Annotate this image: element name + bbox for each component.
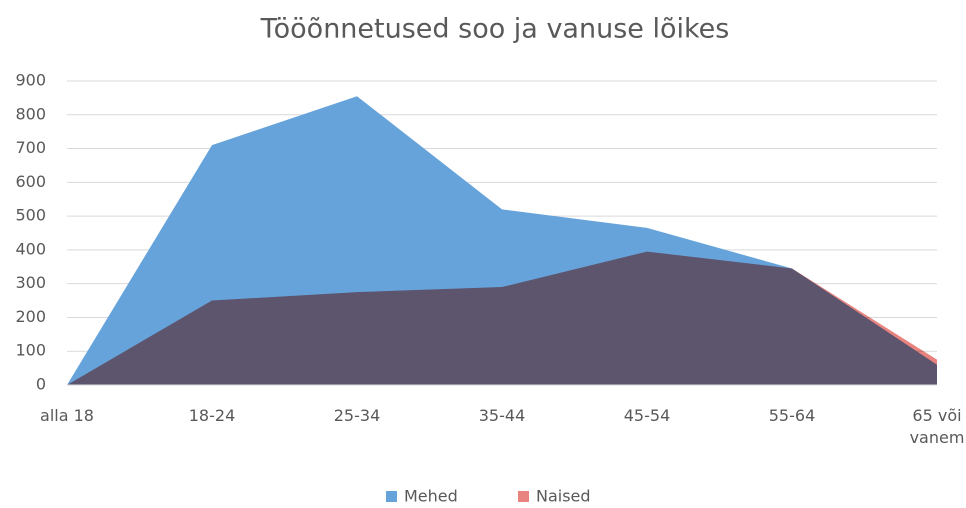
x-tick-label: 65 või vanem: [909, 406, 965, 447]
y-tick-label: 400: [15, 239, 46, 258]
x-tick-label: alla 18: [40, 406, 94, 425]
x-tick-label: 35-44: [478, 406, 526, 425]
y-tick-label: 0: [36, 375, 46, 394]
y-tick-label: 500: [15, 206, 46, 225]
y-tick-label: 300: [15, 273, 46, 292]
area: [67, 251, 937, 385]
y-tick-label: 900: [15, 71, 46, 90]
y-tick-label: 800: [15, 104, 46, 123]
x-tick-label: 18-24: [188, 406, 236, 425]
x-tick-label: 25-34: [333, 406, 381, 425]
chart-title: Tööõnnetused soo ja vanuse lõikes: [260, 14, 730, 45]
legend-swatch: [518, 491, 529, 502]
y-tick-label: 100: [15, 341, 46, 360]
legend-label: Mehed: [404, 487, 458, 506]
y-tick-label: 700: [15, 138, 46, 157]
y-tick-label: 200: [15, 307, 46, 326]
legend-label: Naised: [536, 487, 591, 506]
legend-swatch: [386, 491, 397, 502]
y-tick-label: 600: [15, 172, 46, 191]
x-tick-label: 55-64: [768, 406, 816, 425]
x-tick-label: 45-54: [623, 406, 671, 425]
